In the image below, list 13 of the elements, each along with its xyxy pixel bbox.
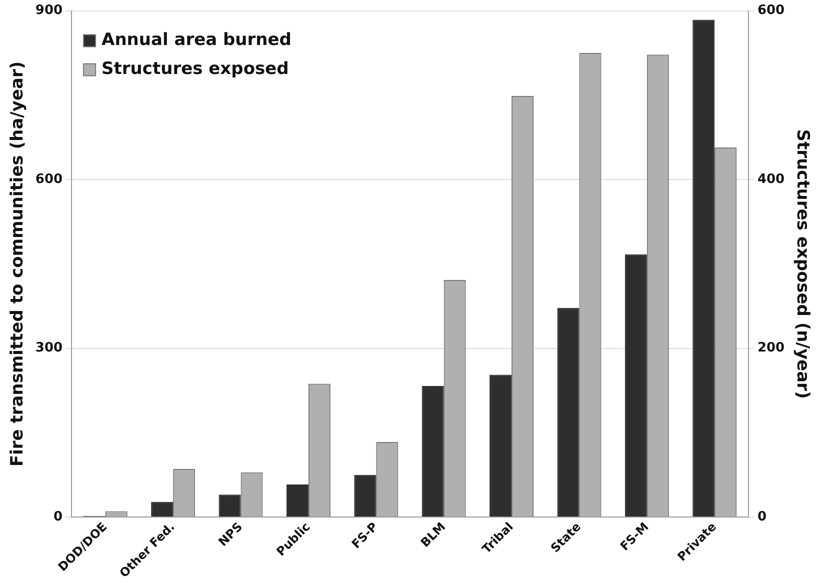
y2-axis-title: Structures exposed (n/year) [792,129,812,399]
y2-tick-label: 200 [757,340,785,356]
y-axis-title: Fire transmitted to communities (ha/year) [8,61,28,467]
legend-label: Structures exposed [102,59,289,80]
y2-tick-label: 600 [757,3,785,18]
y-tick-label: 600 [35,172,63,187]
y-tick-label: 0 [53,509,63,524]
y2-tick-label: 0 [757,509,767,524]
bar [286,484,308,517]
y-tick-label: 900 [35,3,63,18]
y-tick-label: 300 [35,340,63,356]
y2-tick-label: 400 [757,172,785,187]
legend-label: Annual area burned [102,30,292,50]
